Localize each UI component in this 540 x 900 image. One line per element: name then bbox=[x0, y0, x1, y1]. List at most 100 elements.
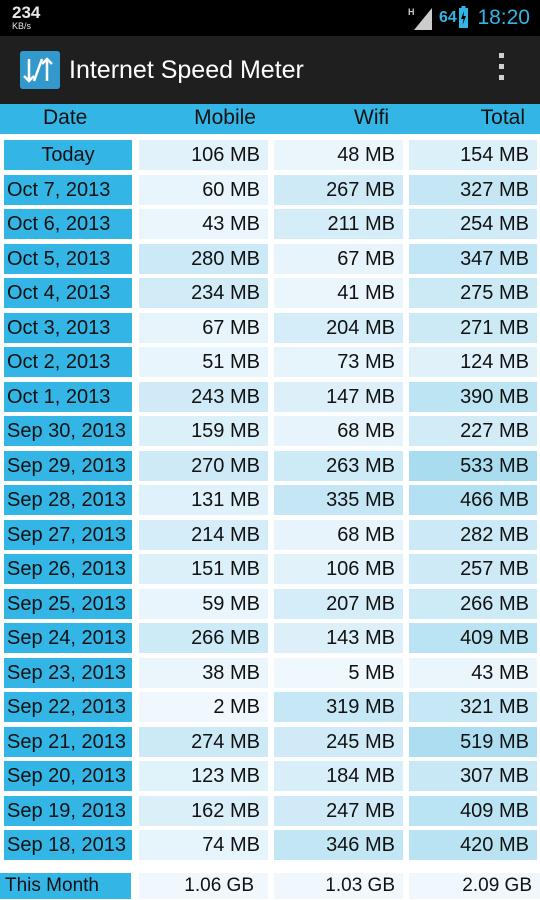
usage-table-body[interactable]: Today 106 MB 48 MB 154 MB Oct 7, 2013 60 MB 26… bbox=[0, 138, 540, 863]
row-mobile-usage: 243 MB bbox=[139, 381, 268, 412]
network-speed-unit: KB/s bbox=[12, 21, 32, 31]
row-mobile-usage: 51 MB bbox=[139, 347, 268, 377]
table-row[interactable]: Sep 20, 2013 123 MB 184 MB 307 MB bbox=[0, 759, 540, 794]
table-row[interactable]: Oct 4, 2013 234 MB 41 MB 275 MB bbox=[0, 276, 540, 311]
row-date: Oct 6, 2013 bbox=[4, 209, 132, 239]
table-row[interactable]: Sep 25, 2013 59 MB 207 MB 266 MB bbox=[0, 587, 540, 622]
status-clock: 18:20 bbox=[477, 6, 530, 29]
column-header-wifi[interactable]: Wifi bbox=[354, 106, 389, 129]
row-mobile-usage: 106 MB bbox=[139, 140, 268, 170]
row-wifi-usage: 5 MB bbox=[274, 657, 403, 688]
table-header-row: Date Mobile Wifi Total bbox=[0, 104, 540, 134]
table-row[interactable]: Sep 26, 2013 151 MB 106 MB 257 MB bbox=[0, 552, 540, 587]
row-date: Sep 28, 2013 bbox=[4, 485, 132, 515]
row-date: Oct 4, 2013 bbox=[4, 278, 132, 308]
row-total-usage: 390 MB bbox=[409, 381, 537, 412]
row-wifi-usage: 68 MB bbox=[274, 416, 403, 446]
row-mobile-usage: 274 MB bbox=[139, 726, 268, 757]
column-header-date[interactable]: Date bbox=[43, 106, 88, 129]
row-total-usage: 282 MB bbox=[409, 519, 537, 550]
row-mobile-usage: 43 MB bbox=[139, 209, 268, 239]
row-date: Oct 7, 2013 bbox=[4, 174, 132, 205]
row-total-usage: 420 MB bbox=[409, 830, 537, 860]
row-wifi-usage: 68 MB bbox=[274, 519, 403, 550]
row-wifi-usage: 319 MB bbox=[274, 692, 403, 722]
table-row[interactable]: Sep 30, 2013 159 MB 68 MB 227 MB bbox=[0, 414, 540, 449]
row-mobile-usage: 59 MB bbox=[139, 588, 268, 619]
table-row[interactable]: Today 106 MB 48 MB 154 MB bbox=[0, 138, 540, 173]
row-mobile-usage: 266 MB bbox=[139, 623, 268, 653]
table-row[interactable]: Sep 29, 2013 270 MB 263 MB 533 MB bbox=[0, 449, 540, 484]
table-row[interactable]: Sep 18, 2013 74 MB 346 MB 420 MB bbox=[0, 828, 540, 863]
row-wifi-usage: 211 MB bbox=[274, 209, 403, 239]
table-row[interactable]: Oct 7, 2013 60 MB 267 MB 327 MB bbox=[0, 173, 540, 208]
row-wifi-usage: 73 MB bbox=[274, 347, 403, 377]
table-row[interactable]: Sep 27, 2013 214 MB 68 MB 282 MB bbox=[0, 518, 540, 553]
summary-total: 2.09 GB bbox=[409, 873, 540, 899]
summary-mobile: 1.06 GB bbox=[139, 873, 268, 899]
table-row[interactable]: Oct 5, 2013 280 MB 67 MB 347 MB bbox=[0, 242, 540, 277]
row-total-usage: 43 MB bbox=[409, 657, 537, 688]
row-date: Today bbox=[4, 140, 132, 170]
up-down-arrows-icon[interactable] bbox=[20, 51, 60, 89]
table-row[interactable]: Sep 21, 2013 274 MB 245 MB 519 MB bbox=[0, 725, 540, 760]
row-date: Sep 23, 2013 bbox=[4, 657, 132, 688]
row-total-usage: 533 MB bbox=[409, 450, 537, 481]
app-title: Internet Speed Meter bbox=[69, 56, 304, 84]
signal-strength-icon: H bbox=[408, 7, 432, 30]
row-total-usage: 275 MB bbox=[409, 278, 537, 308]
row-mobile-usage: 162 MB bbox=[139, 795, 268, 826]
row-total-usage: 519 MB bbox=[409, 726, 537, 757]
row-mobile-usage: 280 MB bbox=[139, 243, 268, 274]
table-row[interactable]: Sep 23, 2013 38 MB 5 MB 43 MB bbox=[0, 656, 540, 691]
network-speed-value: 234 bbox=[12, 3, 41, 22]
row-wifi-usage: 263 MB bbox=[274, 450, 403, 481]
row-total-usage: 307 MB bbox=[409, 761, 537, 791]
row-wifi-usage: 143 MB bbox=[274, 623, 403, 653]
row-total-usage: 257 MB bbox=[409, 554, 537, 584]
row-total-usage: 327 MB bbox=[409, 174, 537, 205]
row-wifi-usage: 207 MB bbox=[274, 588, 403, 619]
row-date: Oct 2, 2013 bbox=[4, 347, 132, 377]
row-date: Sep 30, 2013 bbox=[4, 416, 132, 446]
row-date: Sep 29, 2013 bbox=[4, 450, 132, 481]
overflow-menu-icon[interactable] bbox=[493, 53, 509, 87]
table-row[interactable]: Sep 28, 2013 131 MB 335 MB 466 MB bbox=[0, 483, 540, 518]
column-header-total[interactable]: Total bbox=[480, 106, 525, 129]
battery-level: 64 bbox=[439, 9, 457, 26]
row-wifi-usage: 184 MB bbox=[274, 761, 403, 791]
row-total-usage: 347 MB bbox=[409, 243, 537, 274]
row-total-usage: 271 MB bbox=[409, 312, 537, 343]
action-bar: Internet Speed Meter bbox=[0, 36, 540, 104]
row-mobile-usage: 74 MB bbox=[139, 830, 268, 860]
row-date: Oct 3, 2013 bbox=[4, 312, 132, 343]
row-mobile-usage: 270 MB bbox=[139, 450, 268, 481]
row-date: Oct 5, 2013 bbox=[4, 243, 132, 274]
row-wifi-usage: 267 MB bbox=[274, 174, 403, 205]
table-row[interactable]: Oct 3, 2013 67 MB 204 MB 271 MB bbox=[0, 311, 540, 346]
table-row[interactable]: Sep 22, 2013 2 MB 319 MB 321 MB bbox=[0, 690, 540, 725]
table-row[interactable]: Oct 2, 2013 51 MB 73 MB 124 MB bbox=[0, 345, 540, 380]
row-total-usage: 321 MB bbox=[409, 692, 537, 722]
row-wifi-usage: 247 MB bbox=[274, 795, 403, 826]
network-speed-indicator: 234 KB/s bbox=[12, 4, 40, 31]
row-wifi-usage: 147 MB bbox=[274, 381, 403, 412]
row-date: Sep 20, 2013 bbox=[4, 761, 132, 791]
row-date: Oct 1, 2013 bbox=[4, 381, 132, 412]
table-row[interactable]: Sep 24, 2013 266 MB 143 MB 409 MB bbox=[0, 621, 540, 656]
row-mobile-usage: 131 MB bbox=[139, 485, 268, 515]
usage-table-header: Date Mobile Wifi Total bbox=[0, 104, 540, 134]
table-row[interactable]: Oct 1, 2013 243 MB 147 MB 390 MB bbox=[0, 380, 540, 415]
row-total-usage: 154 MB bbox=[409, 140, 537, 170]
row-total-usage: 466 MB bbox=[409, 485, 537, 515]
table-row[interactable]: Sep 19, 2013 162 MB 247 MB 409 MB bbox=[0, 794, 540, 829]
column-header-mobile[interactable]: Mobile bbox=[194, 106, 256, 129]
table-row[interactable]: Oct 6, 2013 43 MB 211 MB 254 MB bbox=[0, 207, 540, 242]
row-mobile-usage: 151 MB bbox=[139, 554, 268, 584]
row-total-usage: 124 MB bbox=[409, 347, 537, 377]
row-total-usage: 227 MB bbox=[409, 416, 537, 446]
row-total-usage: 409 MB bbox=[409, 623, 537, 653]
row-wifi-usage: 67 MB bbox=[274, 243, 403, 274]
row-mobile-usage: 67 MB bbox=[139, 312, 268, 343]
row-total-usage: 254 MB bbox=[409, 209, 537, 239]
